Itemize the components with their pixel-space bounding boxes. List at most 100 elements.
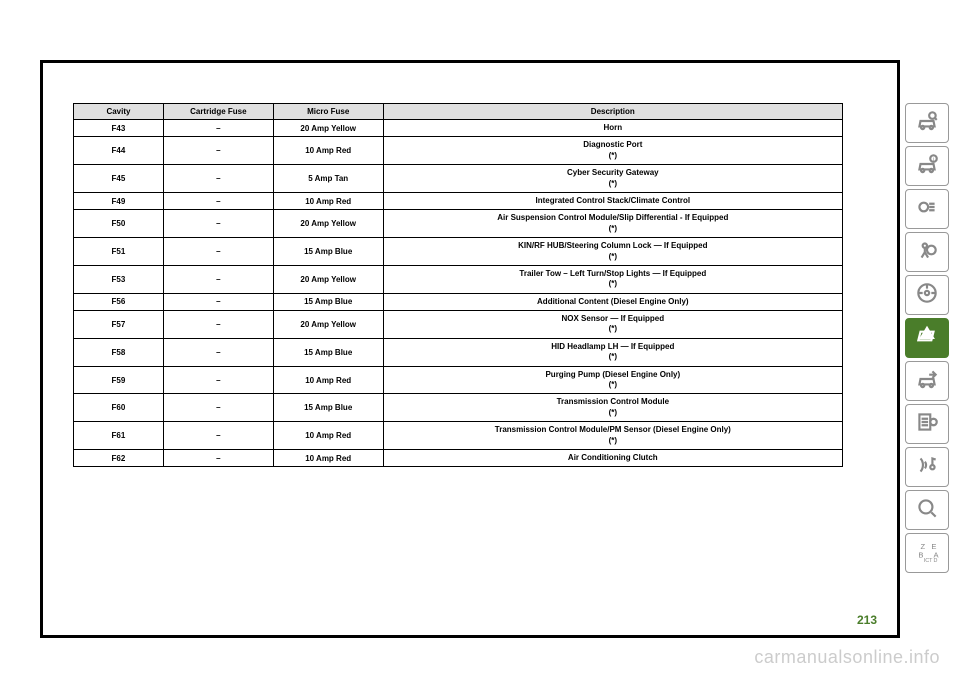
- cell-description: Air Conditioning Clutch: [383, 449, 842, 466]
- svg-text:D: D: [934, 557, 938, 563]
- cell-description: Air Suspension Control Module/Slip Diffe…: [383, 210, 842, 238]
- cell-cavity: F51: [74, 238, 164, 266]
- cell-micro: 15 Amp Blue: [273, 338, 383, 366]
- cell-cavity: F58: [74, 338, 164, 366]
- sidebar-tab-service[interactable]: [905, 361, 949, 401]
- table-row: F62–10 Amp RedAir Conditioning Clutch: [74, 449, 843, 466]
- search-icon: [914, 495, 940, 526]
- cell-micro: 5 Amp Tan: [273, 165, 383, 193]
- cell-micro: 15 Amp Blue: [273, 394, 383, 422]
- svg-text:!: !: [926, 331, 928, 338]
- table-row: F56–15 Amp BlueAdditional Content (Diese…: [74, 293, 843, 310]
- cell-micro: 20 Amp Yellow: [273, 120, 383, 137]
- page-number: 213: [857, 613, 877, 627]
- cell-cavity: F53: [74, 265, 164, 293]
- sidebar-tab-airbag[interactable]: [905, 232, 949, 272]
- table-row: F53–20 Amp YellowTrailer Tow – Left Turn…: [74, 265, 843, 293]
- cell-description: HID Headlamp LH — If Equipped(*): [383, 338, 842, 366]
- cell-cartridge: –: [163, 394, 273, 422]
- page-frame: Cavity Cartridge Fuse Micro Fuse Descrip…: [40, 60, 900, 638]
- cell-cavity: F62: [74, 449, 164, 466]
- sidebar-nav: i! ZEBAICTD: [905, 103, 949, 576]
- sidebar-tab-media[interactable]: [905, 447, 949, 487]
- cell-cartridge: –: [163, 293, 273, 310]
- watermark-text: carmanualsonline.info: [754, 647, 940, 668]
- fuse-table: Cavity Cartridge Fuse Micro Fuse Descrip…: [73, 103, 843, 467]
- service-icon: [914, 366, 940, 397]
- svg-text:Z: Z: [921, 541, 926, 550]
- sidebar-tab-car-search[interactable]: [905, 103, 949, 143]
- svg-text:E: E: [931, 541, 936, 550]
- table-row: F57–20 Amp YellowNOX Sensor — If Equippe…: [74, 311, 843, 339]
- cell-description: Horn: [383, 120, 842, 137]
- table-row: F45–5 Amp TanCyber Security Gateway(*): [74, 165, 843, 193]
- cell-cavity: F56: [74, 293, 164, 310]
- cell-micro: 20 Amp Yellow: [273, 311, 383, 339]
- cell-description: Transmission Control Module/PM Sensor (D…: [383, 422, 842, 450]
- table-row: F59–10 Amp RedPurging Pump (Diesel Engin…: [74, 366, 843, 394]
- svg-text:ICT: ICT: [924, 557, 933, 563]
- cell-description: Additional Content (Diesel Engine Only): [383, 293, 842, 310]
- header-description: Description: [383, 104, 842, 120]
- cell-micro: 10 Amp Red: [273, 366, 383, 394]
- media-icon: [914, 452, 940, 483]
- cell-cartridge: –: [163, 422, 273, 450]
- warning-icon: !: [914, 323, 940, 354]
- cell-cartridge: –: [163, 210, 273, 238]
- cell-cavity: F50: [74, 210, 164, 238]
- cell-cartridge: –: [163, 338, 273, 366]
- cell-cartridge: –: [163, 449, 273, 466]
- airbag-icon: [914, 237, 940, 268]
- cell-micro: 10 Amp Red: [273, 137, 383, 165]
- cell-micro: 10 Amp Red: [273, 192, 383, 209]
- cell-cartridge: –: [163, 366, 273, 394]
- header-micro: Micro Fuse: [273, 104, 383, 120]
- table-row: F51–15 Amp BlueKIN/RF HUB/Steering Colum…: [74, 238, 843, 266]
- lights-icon: [914, 194, 940, 225]
- car-info-icon: i: [914, 151, 940, 182]
- cell-description: Purging Pump (Diesel Engine Only)(*): [383, 366, 842, 394]
- cell-cartridge: –: [163, 137, 273, 165]
- sidebar-tab-search[interactable]: [905, 490, 949, 530]
- table-row: F58–15 Amp BlueHID Headlamp LH — If Equi…: [74, 338, 843, 366]
- cell-cavity: F45: [74, 165, 164, 193]
- sidebar-tab-lights[interactable]: [905, 189, 949, 229]
- table-row: F49–10 Amp RedIntegrated Control Stack/C…: [74, 192, 843, 209]
- cell-cavity: F44: [74, 137, 164, 165]
- cell-cartridge: –: [163, 265, 273, 293]
- cell-cavity: F57: [74, 311, 164, 339]
- header-cavity: Cavity: [74, 104, 164, 120]
- cell-micro: 15 Amp Blue: [273, 293, 383, 310]
- cell-cartridge: –: [163, 311, 273, 339]
- specs-icon: [914, 409, 940, 440]
- cell-description: Diagnostic Port(*): [383, 137, 842, 165]
- steering-icon: [914, 280, 940, 311]
- cell-description: NOX Sensor — If Equipped(*): [383, 311, 842, 339]
- cell-cartridge: –: [163, 165, 273, 193]
- header-cartridge: Cartridge Fuse: [163, 104, 273, 120]
- table-row: F43–20 Amp YellowHorn: [74, 120, 843, 137]
- index-icon: ZEBAICTD: [914, 538, 940, 569]
- cell-description: KIN/RF HUB/Steering Column Lock — If Equ…: [383, 238, 842, 266]
- table-row: F60–15 Amp BlueTransmission Control Modu…: [74, 394, 843, 422]
- sidebar-tab-steering[interactable]: [905, 275, 949, 315]
- cell-cavity: F49: [74, 192, 164, 209]
- sidebar-tab-specs[interactable]: [905, 404, 949, 444]
- car-search-icon: [914, 108, 940, 139]
- svg-text:i: i: [933, 156, 934, 162]
- cell-description: Transmission Control Module(*): [383, 394, 842, 422]
- cell-cavity: F43: [74, 120, 164, 137]
- sidebar-tab-warning[interactable]: !: [905, 318, 949, 358]
- cell-cartridge: –: [163, 238, 273, 266]
- cell-cavity: F59: [74, 366, 164, 394]
- table-row: F50–20 Amp YellowAir Suspension Control …: [74, 210, 843, 238]
- cell-cartridge: –: [163, 120, 273, 137]
- cell-cavity: F61: [74, 422, 164, 450]
- sidebar-tab-index[interactable]: ZEBAICTD: [905, 533, 949, 573]
- cell-micro: 10 Amp Red: [273, 449, 383, 466]
- table-header-row: Cavity Cartridge Fuse Micro Fuse Descrip…: [74, 104, 843, 120]
- cell-micro: 20 Amp Yellow: [273, 210, 383, 238]
- cell-micro: 20 Amp Yellow: [273, 265, 383, 293]
- sidebar-tab-car-info[interactable]: i: [905, 146, 949, 186]
- cell-micro: 10 Amp Red: [273, 422, 383, 450]
